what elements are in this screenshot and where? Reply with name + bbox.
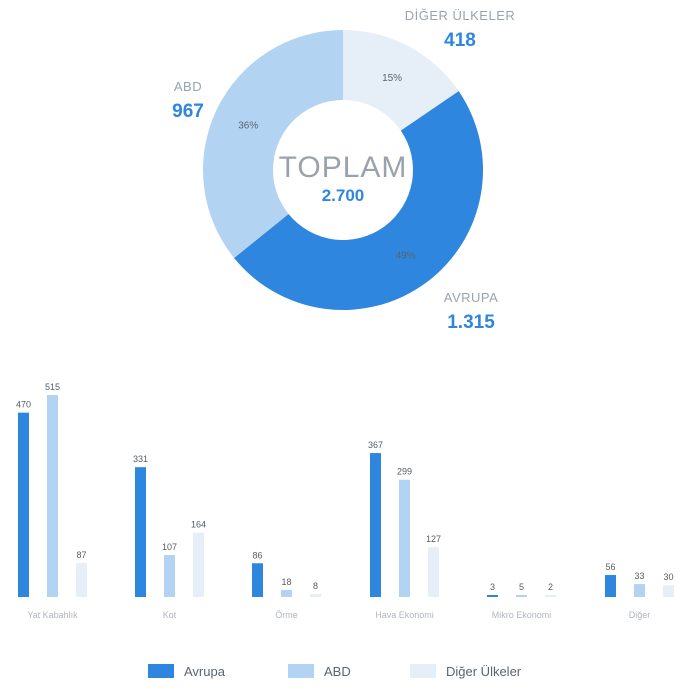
bar-diger (545, 595, 556, 597)
bar-value-label: 299 (397, 467, 412, 477)
donut-slice-avrupa (234, 91, 483, 310)
bar-diger (310, 593, 321, 597)
donut-value-avrupa: 1.315 (447, 312, 495, 333)
category-label: Kot (163, 610, 177, 620)
bar-abd (47, 395, 58, 597)
donut-center-title: TOPLAM (279, 151, 408, 184)
bar-diger (663, 585, 674, 597)
donut-label-diger: DİĞER ÜLKELER (405, 8, 516, 23)
legend-label-abd: ABD (324, 664, 351, 679)
bar-avrupa (487, 595, 498, 597)
bar-value-label: 30 (663, 572, 673, 582)
donut-slice-diger (343, 30, 459, 131)
donut-value-abd: 967 (172, 101, 204, 122)
bar-abd (281, 589, 292, 597)
donut-slice-abd (202, 30, 343, 258)
category-label: Diğer (629, 610, 651, 620)
bar-avrupa (135, 467, 146, 597)
donut-pct-diger: 15% (382, 73, 402, 84)
bar-avrupa (605, 575, 616, 597)
bar-abd (516, 595, 527, 597)
legend-label-avrupa: Avrupa (184, 664, 226, 679)
bar-value-label: 367 (368, 440, 383, 450)
bar-chart: 470 515 87 Yat Kabahlık 331 107 164 Kot 86 18 8 Örm… (16, 382, 674, 620)
bar-diger (193, 532, 204, 597)
donut-pct-avrupa: 49% (396, 250, 416, 261)
bar-avrupa (18, 412, 29, 597)
donut-chart: 15% 49% 36% TOPLAM 2.700 DİĞER ÜLKELER 418 AVRU… (172, 8, 515, 333)
bar-value-label: 164 (191, 520, 206, 530)
legend-swatch-avrupa (148, 664, 174, 678)
legend: Avrupa ABD Diğer Ülkeler (148, 664, 522, 679)
donut-value-diger: 418 (444, 30, 476, 51)
legend-swatch-abd (288, 664, 314, 678)
bar-value-label: 5 (519, 582, 524, 592)
donut-label-abd: ABD (174, 79, 202, 94)
bar-abd (634, 584, 645, 597)
bar-value-label: 8 (313, 581, 318, 591)
bar-value-label: 3 (490, 582, 495, 592)
bar-abd (164, 555, 175, 597)
bar-value-label: 87 (76, 550, 86, 560)
category-label: Yat Kabahlık (27, 610, 78, 620)
bar-avrupa (252, 563, 263, 597)
bar-abd (399, 479, 410, 597)
donut-pct-abd: 36% (238, 121, 258, 132)
category-label: Hava Ekonomi (375, 610, 434, 620)
category-label: Mikro Ekonomi (492, 610, 552, 620)
bar-value-label: 331 (133, 454, 148, 464)
bar-value-label: 56 (605, 562, 615, 572)
donut-label-avrupa: AVRUPA (444, 290, 499, 305)
donut-center-value: 2.700 (322, 186, 365, 205)
bar-diger (76, 562, 87, 597)
bar-value-label: 2 (548, 582, 553, 592)
bar-value-label: 86 (252, 550, 262, 560)
bar-avrupa (370, 453, 381, 597)
bar-value-label: 18 (281, 577, 291, 587)
bar-value-label: 33 (634, 571, 644, 581)
bar-diger (428, 547, 439, 597)
legend-label-diger: Diğer Ülkeler (446, 664, 522, 679)
bar-value-label: 127 (426, 534, 441, 544)
category-label: Örme (275, 610, 298, 620)
legend-swatch-diger (410, 664, 436, 678)
bar-value-label: 107 (162, 542, 177, 552)
bar-value-label: 515 (45, 382, 60, 392)
bar-value-label: 470 (16, 400, 31, 410)
